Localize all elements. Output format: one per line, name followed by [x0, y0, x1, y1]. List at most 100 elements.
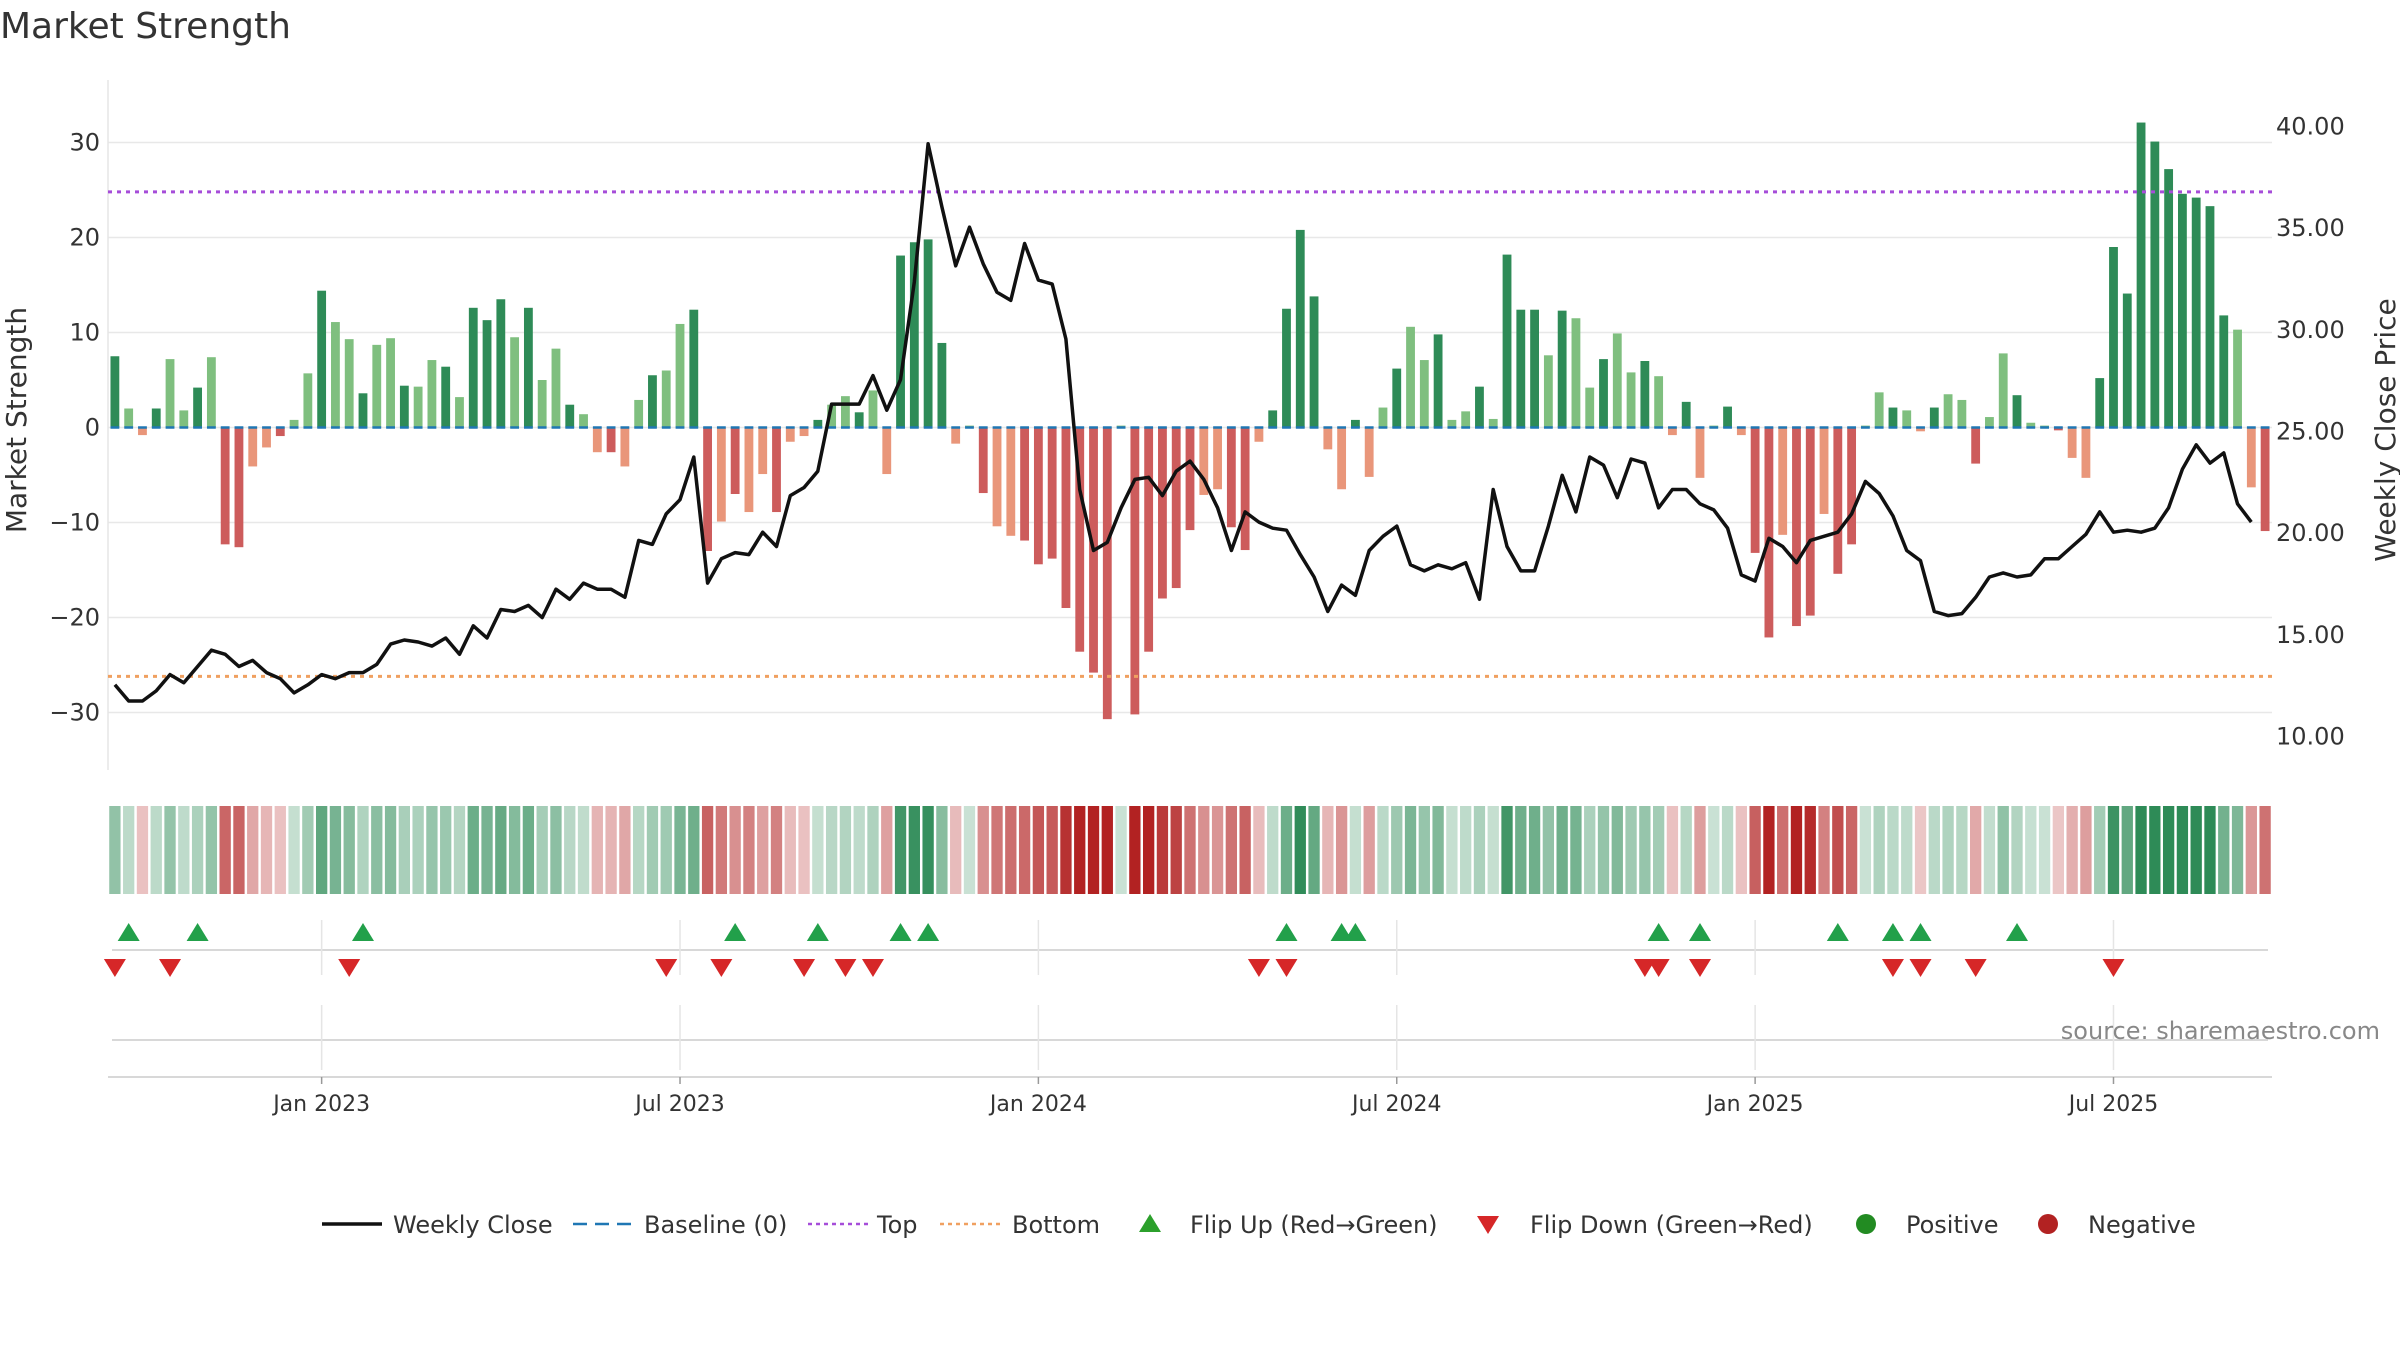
left-tick-label: −20	[49, 604, 100, 632]
heat-cell	[1046, 806, 1058, 894]
flip-down-marker	[1688, 959, 1711, 977]
heat-cell	[770, 806, 783, 894]
heat-cell	[2204, 806, 2216, 894]
heat-cell	[1570, 806, 1582, 894]
heat-cell	[1460, 806, 1472, 894]
strength-bar	[165, 359, 175, 428]
strength-bar	[2053, 427, 2063, 431]
strength-bar	[289, 419, 299, 428]
heat-cell	[288, 806, 300, 894]
strength-bar	[2191, 197, 2201, 428]
strength-bar	[331, 322, 340, 428]
strength-bar	[1240, 427, 1250, 551]
left-axis: 30 20 10 0 −10 −20 −30	[49, 129, 100, 727]
heat-cell	[1005, 806, 1017, 894]
strength-bar	[441, 366, 451, 428]
heat-cell	[1101, 806, 1113, 894]
strength-bar	[1847, 427, 1857, 545]
heat-cell	[136, 806, 149, 894]
flip-down-marker	[338, 959, 361, 977]
heat-cell	[701, 806, 714, 894]
heat-cell	[260, 806, 273, 894]
heat-cell	[1694, 806, 1706, 894]
strength-bar	[303, 373, 313, 428]
heat-cell	[1997, 806, 2009, 894]
heat-cell	[2162, 806, 2175, 894]
strength-bar	[151, 408, 161, 428]
heat-cell	[867, 806, 879, 894]
legend-swatch-triangle-down	[1477, 1216, 1499, 1234]
heat-cell	[412, 806, 424, 894]
heat-cell	[591, 806, 603, 894]
heat-cell	[646, 806, 659, 894]
heat-cell	[1942, 806, 1954, 894]
strength-bar	[1750, 427, 1760, 553]
strength-bar	[1943, 394, 1953, 428]
left-tick-label: −10	[49, 509, 100, 537]
strength-bar	[1199, 427, 1209, 495]
flip-up-marker	[806, 923, 829, 941]
legend-label: Flip Down (Green→Red)	[1530, 1211, 1813, 1239]
flip-down-marker	[1275, 959, 1298, 977]
heat-cell	[1749, 806, 1761, 894]
heat-cell	[1170, 806, 1182, 894]
date-tick-label: Jan 2025	[1705, 1092, 1804, 1117]
strength-bar	[510, 337, 520, 428]
strength-bar	[896, 255, 905, 428]
strength-bar	[455, 397, 464, 428]
strength-bar	[1612, 333, 1622, 428]
right-tick-label: 35.00	[2276, 214, 2345, 242]
strength-bar	[2026, 422, 2036, 428]
strength-bar	[1447, 419, 1457, 428]
heat-cell	[178, 806, 190, 894]
strength-bar	[1419, 360, 1429, 428]
strength-bar	[1681, 401, 1691, 428]
heat-cell	[343, 806, 355, 894]
flip-down-marker	[103, 959, 126, 977]
date-tick-label: Jul 2024	[1350, 1092, 1442, 1117]
left-tick-label: 20	[69, 224, 100, 252]
source-credit: source: sharemaestro.com	[2061, 1017, 2380, 1045]
heat-cell	[757, 806, 769, 894]
heat-cell	[522, 806, 535, 894]
heat-cell	[1087, 806, 1100, 894]
heat-cell	[1018, 806, 1031, 894]
strength-bar	[1557, 310, 1567, 428]
strength-bar	[2233, 329, 2242, 428]
heat-cell	[1142, 806, 1155, 894]
strength-bar	[220, 427, 230, 545]
flip-down-marker	[861, 959, 884, 977]
strength-bar	[1392, 368, 1402, 428]
heat-cell	[936, 806, 948, 894]
heat-cell	[2094, 806, 2106, 894]
heat-cell	[1308, 806, 1320, 894]
heat-cell	[825, 806, 838, 894]
left-axis-label: Market Strength	[0, 307, 33, 533]
strength-bar	[634, 399, 644, 428]
legend-swatch-triangle-up	[1139, 1214, 1161, 1232]
strength-bar	[1736, 427, 1746, 436]
heat-cell	[1639, 806, 1651, 894]
heat-cell	[1611, 806, 1623, 894]
heat-cell	[1680, 806, 1692, 894]
strength-bar	[744, 427, 754, 513]
strength-bar	[1337, 427, 1347, 490]
heat-cell	[1708, 806, 1720, 894]
heat-cell	[1928, 806, 1940, 894]
heat-cell	[2052, 806, 2065, 894]
heat-cell	[1060, 806, 1072, 894]
strength-bar	[386, 338, 395, 428]
heat-cell	[894, 806, 907, 894]
strength-bar	[262, 427, 271, 448]
flip-down-marker	[2102, 959, 2125, 977]
heat-cell	[123, 806, 135, 894]
heat-cell	[1763, 806, 1775, 894]
right-tick-label: 30.00	[2276, 316, 2345, 344]
flip-down-marker	[1964, 959, 1987, 977]
heat-cell	[247, 806, 259, 894]
strength-bar	[772, 427, 781, 513]
strength-bar	[1874, 392, 1884, 428]
strength-bar	[1047, 427, 1057, 559]
strength-bar	[606, 427, 616, 453]
strength-bar	[1282, 308, 1291, 428]
